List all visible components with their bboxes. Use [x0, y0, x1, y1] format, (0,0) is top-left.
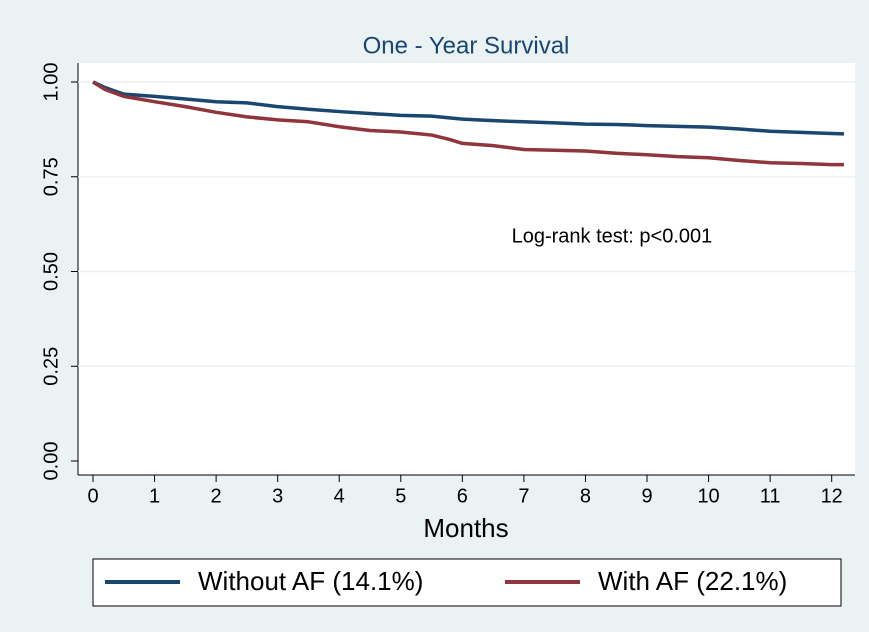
y-tick-label: 0.50	[40, 252, 62, 291]
x-tick-label: 10	[697, 485, 719, 507]
x-tick-label: 12	[821, 485, 843, 507]
legend-box	[92, 558, 842, 607]
legend-label: Without AF (14.1%)	[198, 566, 423, 596]
y-tick-label: 0.00	[40, 442, 62, 481]
x-tick-label: 3	[272, 485, 283, 507]
x-tick-label: 1	[149, 485, 160, 507]
x-axis-label: Months	[423, 513, 508, 543]
x-tick-label: 7	[518, 485, 529, 507]
x-tick-label: 0	[87, 485, 98, 507]
chart-title: One - Year Survival	[363, 32, 570, 59]
x-tick-label: 2	[211, 485, 222, 507]
x-tick-label: 6	[457, 485, 468, 507]
survival-line	[92, 80, 845, 136]
y-tick-label: 0.75	[40, 157, 62, 196]
annotation: Log-rank test: p<0.001	[512, 226, 713, 248]
x-tick-label: 11	[760, 485, 781, 507]
y-tick-label: 0.25	[40, 347, 62, 386]
plot-region	[78, 63, 855, 475]
x-tick-label: 5	[395, 485, 406, 507]
legend-label: With AF (22.1%)	[598, 566, 787, 596]
x-tick-label: 9	[641, 485, 652, 507]
x-tick-label: 8	[580, 485, 591, 507]
survival-line	[92, 80, 844, 167]
y-tick-label: 1.00	[40, 63, 62, 102]
x-tick-label: 4	[334, 485, 345, 507]
